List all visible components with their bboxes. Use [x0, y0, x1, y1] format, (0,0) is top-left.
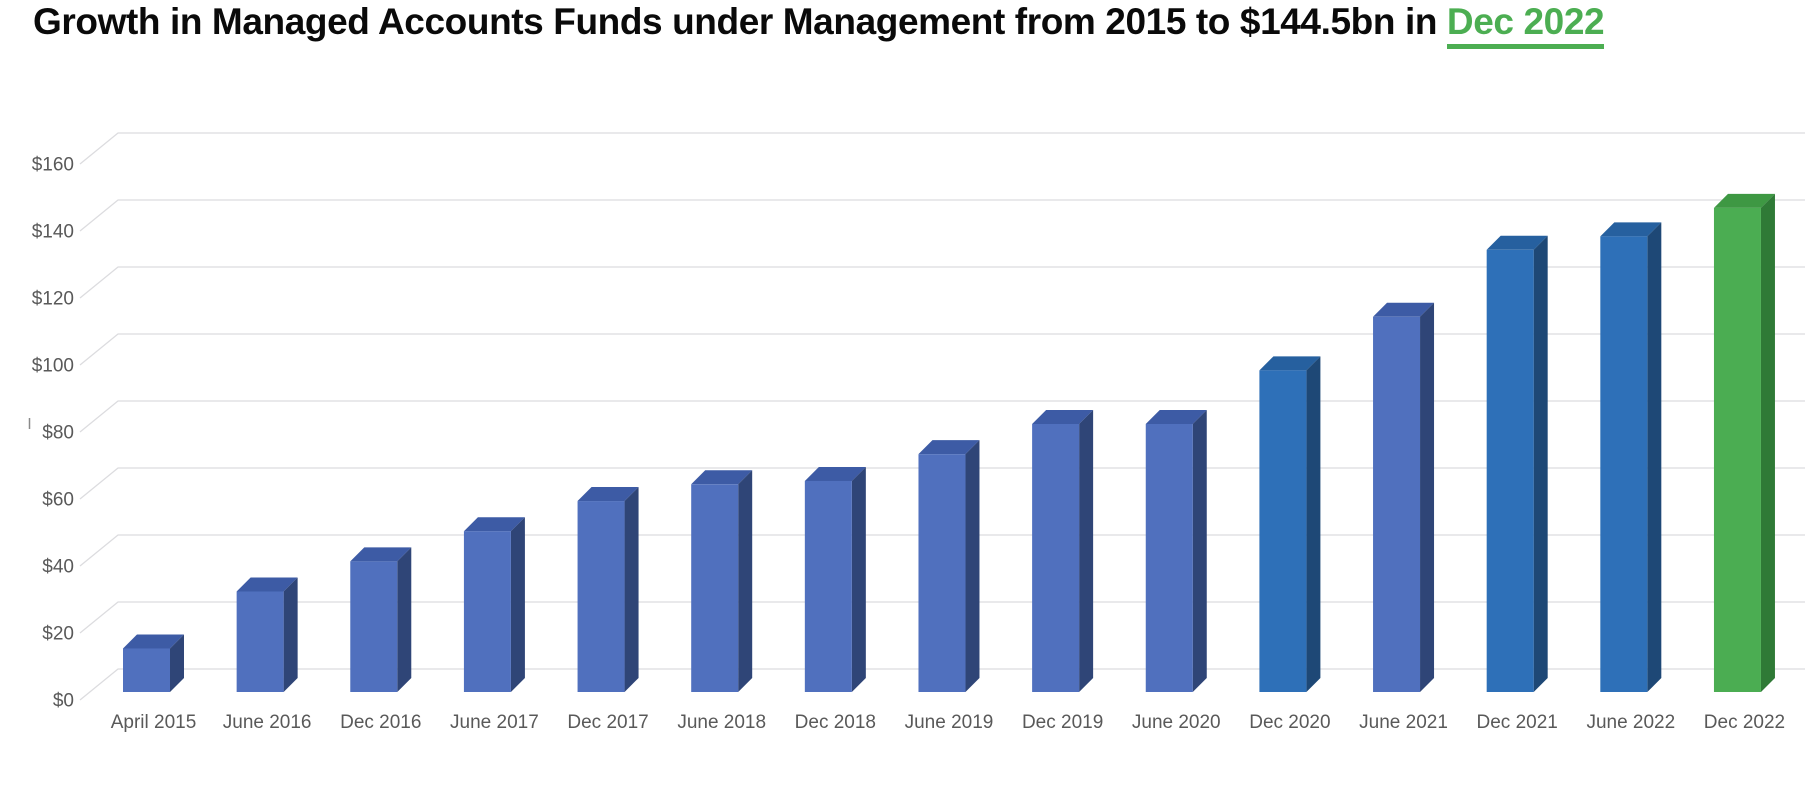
bar-top-face: [1600, 222, 1662, 237]
bar-side-face: [1079, 410, 1094, 692]
y-axis-tick-label: $0: [53, 691, 74, 712]
bar-june-2021: [1373, 302, 1435, 692]
chart-title: Growth in Managed Accounts Funds under M…: [33, 1, 1605, 49]
y-axis-tick-label: $80: [42, 423, 74, 444]
x-axis-category-label: Dec 2019: [1022, 712, 1103, 733]
bar-top-face: [1713, 193, 1775, 208]
x-axis-category-label: Dec 2018: [795, 712, 876, 733]
x-axis-category-label: Dec 2016: [340, 712, 421, 733]
bar-front-face: [1486, 249, 1534, 693]
bar-side-face: [1647, 222, 1662, 692]
bar-top-face: [1486, 235, 1548, 250]
bar-side-face: [624, 487, 639, 692]
bar-side-face: [851, 466, 866, 692]
y-axis-tick-label: $20: [42, 624, 74, 645]
bar-june-2019: [918, 440, 980, 692]
bar-front-face: [236, 591, 284, 692]
bar-side-face: [1420, 302, 1435, 692]
bar-top-face: [236, 577, 298, 592]
x-axis-category-label: June 2018: [677, 712, 766, 733]
bar-top-face: [123, 634, 184, 649]
gridline: [79, 467, 1805, 500]
bar-side-face: [1760, 193, 1775, 693]
bar-dec-2022: [1713, 193, 1775, 693]
bar-front-face: [1373, 316, 1421, 692]
gridline: [79, 132, 1805, 165]
y-axis-tick-label: $140: [32, 222, 74, 243]
bar-dec-2019: [1032, 410, 1094, 692]
x-axis-category-label: June 2016: [223, 712, 312, 733]
bar-front-face: [350, 561, 398, 692]
y-axis-tick-label: $160: [32, 155, 74, 176]
bar-front-face: [691, 484, 739, 692]
bar-dec-2021: [1486, 235, 1548, 693]
bar-dec-2020: [1259, 356, 1321, 692]
x-axis-category-label: Dec 2017: [567, 712, 648, 733]
bar-front-face: [577, 501, 625, 692]
bar-side-face: [965, 440, 980, 692]
bar-dec-2017: [577, 487, 639, 692]
bar-top-face: [691, 470, 753, 485]
x-axis-category-label: Dec 2021: [1477, 712, 1558, 733]
bar-april-2015: [123, 634, 184, 692]
bar-top-face: [804, 466, 866, 481]
chart-title-text: Growth in Managed Accounts Funds under M…: [33, 1, 1447, 42]
bar-june-2017: [463, 517, 525, 692]
bar-front-face: [463, 531, 511, 692]
x-axis-category-label: Dec 2020: [1249, 712, 1330, 733]
y-axis-tick-label: $40: [42, 557, 74, 578]
gridline: [79, 400, 1805, 433]
x-axis-category-label: Dec 2022: [1704, 712, 1785, 733]
bar-top-face: [918, 440, 980, 455]
bar-top-face: [1373, 302, 1435, 317]
gridline: [79, 333, 1805, 366]
bar-dec-2018: [804, 466, 866, 692]
bar-june-2020: [1145, 410, 1207, 692]
bar-june-2018: [691, 470, 753, 692]
bar-june-2022: [1600, 222, 1662, 692]
bar-front-face: [804, 480, 852, 692]
chart-title-highlight: Dec 2022: [1446, 1, 1605, 49]
bar-side-face: [283, 577, 298, 692]
bar-side-face: [1306, 356, 1321, 692]
bar-top-face: [1145, 410, 1207, 424]
bar-side-face: [170, 634, 184, 692]
x-axis-category-label: June 2019: [905, 712, 994, 733]
bar-side-face: [738, 470, 753, 692]
bar-side-face: [510, 517, 525, 692]
x-axis-category-label: June 2021: [1359, 712, 1448, 733]
y-axis-tick-label: $60: [42, 490, 74, 511]
bar-front-face: [123, 648, 170, 692]
gridline: [79, 668, 1805, 701]
bar-front-face: [1600, 236, 1648, 692]
bar-top-face: [1259, 356, 1321, 371]
bar-dec-2016: [350, 547, 412, 692]
x-axis-category-label: June 2022: [1586, 712, 1675, 733]
bar-front-face: [1713, 207, 1761, 693]
x-axis-category-label: June 2020: [1132, 712, 1221, 733]
bar-top-face: [577, 487, 639, 502]
x-axis-category-label: April 2015: [111, 712, 197, 733]
bar-front-face: [1259, 370, 1307, 692]
bar-side-face: [397, 547, 412, 692]
bar-top-face: [463, 517, 525, 532]
gridline: [79, 534, 1805, 567]
gridline: [79, 601, 1805, 634]
y-axis-tick-label: $120: [32, 289, 74, 310]
x-axis-category-label: June 2017: [450, 712, 539, 733]
bar-june-2016: [236, 577, 298, 692]
bar-front-face: [918, 454, 966, 692]
y-axis-tick-label: $100: [32, 356, 74, 377]
bar-side-face: [1192, 410, 1207, 692]
bar-front-face: [1032, 424, 1080, 692]
gridline: [79, 266, 1805, 299]
bar-top-face: [1032, 410, 1094, 424]
gridline: [79, 199, 1805, 232]
bar-front-face: [1145, 424, 1193, 692]
bar-side-face: [1533, 235, 1548, 693]
bar-top-face: [350, 547, 412, 562]
